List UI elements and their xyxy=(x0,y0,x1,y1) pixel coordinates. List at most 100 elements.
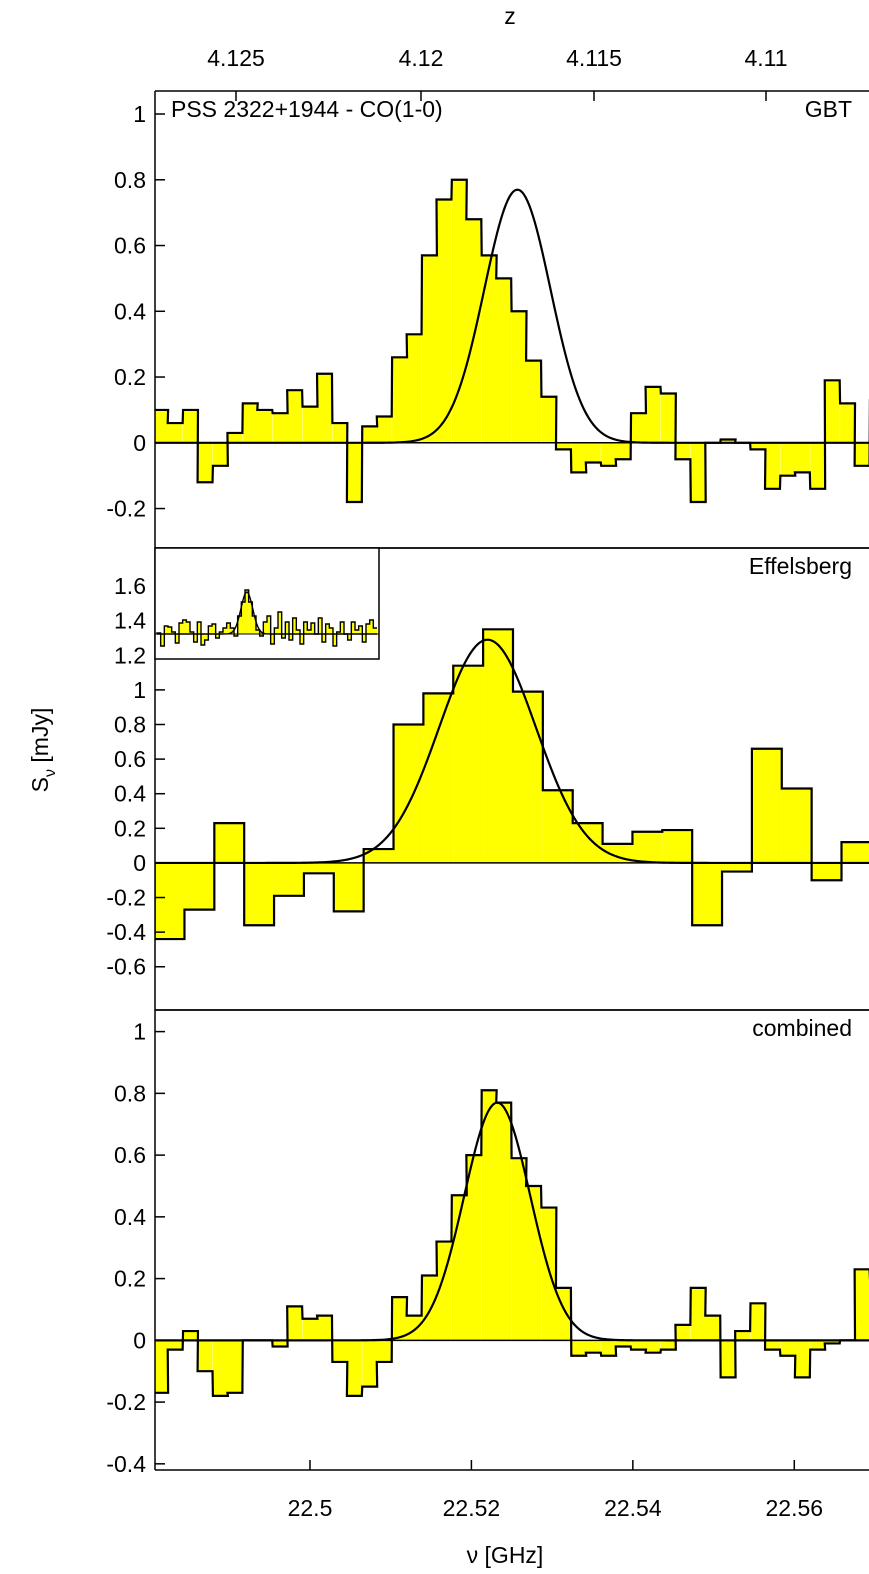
histogram-bar xyxy=(346,442,362,502)
histogram-bar xyxy=(303,862,334,874)
histogram-bar xyxy=(392,357,408,443)
panel-label-effelsberg: Effelsberg xyxy=(749,553,852,579)
inset-plot xyxy=(154,547,380,660)
histogram-bar xyxy=(483,629,513,863)
inset-bar xyxy=(237,616,242,634)
histogram-bar xyxy=(541,1207,557,1341)
y-tick-label: 0 xyxy=(133,1327,146,1353)
histogram-bar xyxy=(585,442,601,463)
inset-bar xyxy=(351,622,355,634)
inset-bar xyxy=(267,616,271,634)
histogram-bar xyxy=(781,788,812,863)
inset-bar xyxy=(329,628,333,634)
y-tick-label: 0.8 xyxy=(114,711,146,737)
histogram-bar xyxy=(511,1158,527,1341)
histogram-bar xyxy=(287,390,303,443)
histogram-outline xyxy=(155,178,869,504)
y-tick-label: 0.2 xyxy=(114,364,146,390)
histogram-bar xyxy=(645,1340,661,1353)
inset-bar xyxy=(340,622,344,634)
histogram-bar xyxy=(794,442,810,473)
z-tick-label: 4.12 xyxy=(399,45,444,71)
inset-bar xyxy=(274,628,278,634)
histogram-bar xyxy=(376,1340,392,1362)
inset-bar xyxy=(259,634,264,636)
histogram-bar xyxy=(720,1340,736,1378)
inset-bar xyxy=(256,630,260,634)
inset-bar xyxy=(366,624,370,634)
histogram-bar xyxy=(720,439,736,443)
inset-bar xyxy=(168,627,172,634)
plot-area xyxy=(155,628,869,941)
histogram-bar xyxy=(481,1090,497,1341)
inset-bar xyxy=(160,634,165,646)
histogram-bar xyxy=(496,1102,512,1341)
histogram-bar xyxy=(212,1340,228,1396)
y-tick-label: -0.6 xyxy=(106,954,146,980)
inset-bar xyxy=(230,628,234,634)
gaussian-fit-curve xyxy=(155,638,869,865)
histogram-bar xyxy=(184,862,215,910)
histogram-bar xyxy=(542,790,573,863)
inset-bar xyxy=(204,634,209,640)
plot-area xyxy=(155,1089,869,1398)
histogram-bar xyxy=(794,1340,810,1378)
inset-bar xyxy=(234,634,238,636)
x-tick-label: 22.54 xyxy=(604,1495,662,1521)
histogram-bar xyxy=(751,748,782,863)
y-tick-label: 1.4 xyxy=(114,608,146,634)
inset-bar xyxy=(175,634,179,643)
histogram-bar xyxy=(660,1340,676,1350)
y-tick-label: 1 xyxy=(133,101,146,127)
histogram-bar xyxy=(421,1275,437,1341)
histogram-bar xyxy=(242,403,258,443)
histogram-bar xyxy=(735,1331,751,1341)
y-tick-label: 0.4 xyxy=(114,781,146,807)
histogram-bar xyxy=(167,1340,183,1350)
histogram-bar xyxy=(227,1340,243,1393)
inset-bar xyxy=(373,628,377,634)
inset-bar xyxy=(355,630,359,634)
inset-bar xyxy=(325,624,330,634)
z-tick-label: 4.11 xyxy=(744,45,787,71)
panels-group: 1 0.8 0.6 0.4 0.2 0 -0.2 GBT PSS 2322+1944 - CO(… xyxy=(106,45,869,1521)
histogram-bar xyxy=(423,693,454,863)
gaussian-fit-curve xyxy=(155,1101,869,1342)
histogram-bar xyxy=(227,432,243,443)
inset-bar xyxy=(281,634,286,638)
histogram-bar xyxy=(466,1155,482,1341)
histogram-bar xyxy=(526,360,542,443)
inset-bar xyxy=(226,623,231,634)
histogram-bar xyxy=(183,1331,198,1341)
y-axis-title-main: S xyxy=(27,777,53,792)
histogram-outline xyxy=(155,1089,869,1398)
histogram-bar xyxy=(362,426,378,443)
histogram-bar xyxy=(601,1340,617,1356)
histogram-bar xyxy=(705,1315,721,1341)
x-tick-label: 22.52 xyxy=(443,1495,501,1521)
bottom-axis-title: ν [GHz] xyxy=(467,1542,544,1568)
histogram-bar xyxy=(436,199,452,443)
inset-bar xyxy=(190,632,194,634)
histogram-bar xyxy=(421,255,437,443)
inset-bar xyxy=(369,620,374,634)
y-tick-label: -0.4 xyxy=(106,1451,146,1477)
histogram-bar xyxy=(197,442,213,483)
histogram-bar xyxy=(645,386,661,443)
histogram-bar xyxy=(406,1315,422,1341)
inset-bar xyxy=(300,634,304,644)
histogram-bar xyxy=(572,823,603,863)
inset-fit-curve xyxy=(157,591,377,635)
histogram-bar xyxy=(155,1340,169,1393)
y-tick-label: 0.8 xyxy=(114,1080,146,1106)
histogram-bar xyxy=(810,1340,826,1350)
inset-bar xyxy=(223,628,227,634)
histogram-bar xyxy=(392,1297,408,1341)
inset-bar xyxy=(307,630,311,634)
histogram-bar xyxy=(750,442,766,450)
inset-bar xyxy=(252,616,256,634)
histogram-bar xyxy=(197,1340,213,1372)
histogram-bar xyxy=(466,219,482,443)
histogram-bar xyxy=(585,1340,601,1353)
y-tick-label: 0 xyxy=(133,430,146,456)
